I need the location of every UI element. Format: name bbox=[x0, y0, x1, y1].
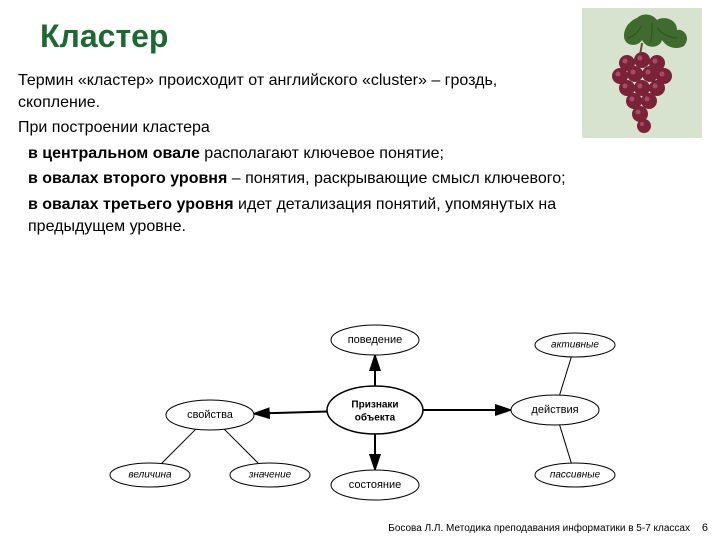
svg-text:действия: действия bbox=[531, 404, 578, 416]
bullet-1: в центральном овале располагают ключевое… bbox=[18, 143, 578, 165]
bullet-2: в овалах второго уровня – понятия, раскр… bbox=[18, 168, 578, 190]
svg-text:величина: величина bbox=[128, 470, 172, 481]
cluster-diagram: Признакиобъекта поведение состояние свойств… bbox=[0, 300, 720, 520]
grape-illustration bbox=[582, 8, 702, 138]
svg-text:поведение: поведение bbox=[348, 334, 403, 346]
bullet-3: в овалах третьего уровня идет детализаци… bbox=[18, 194, 578, 237]
svg-text:значение: значение bbox=[248, 470, 292, 481]
svg-text:Признаки: Признаки bbox=[351, 400, 398, 411]
svg-text:активные: активные bbox=[551, 340, 599, 351]
svg-text:состояние: состояние bbox=[349, 479, 402, 491]
page-number: 6 bbox=[702, 522, 708, 534]
svg-text:объекта: объекта bbox=[355, 412, 396, 424]
intro-line-2: При построении кластера bbox=[18, 117, 578, 139]
svg-text:пассивные: пассивные bbox=[550, 470, 601, 481]
page-title: Кластер bbox=[40, 18, 168, 55]
svg-text:свойства: свойства bbox=[187, 409, 234, 421]
intro-line-1: Термин «кластер» происходит от английско… bbox=[18, 70, 578, 113]
footer-text: Босова Л.Л. Методика преподавания информ… bbox=[388, 523, 690, 534]
body-text: Термин «кластер» происходит от английско… bbox=[18, 70, 578, 241]
